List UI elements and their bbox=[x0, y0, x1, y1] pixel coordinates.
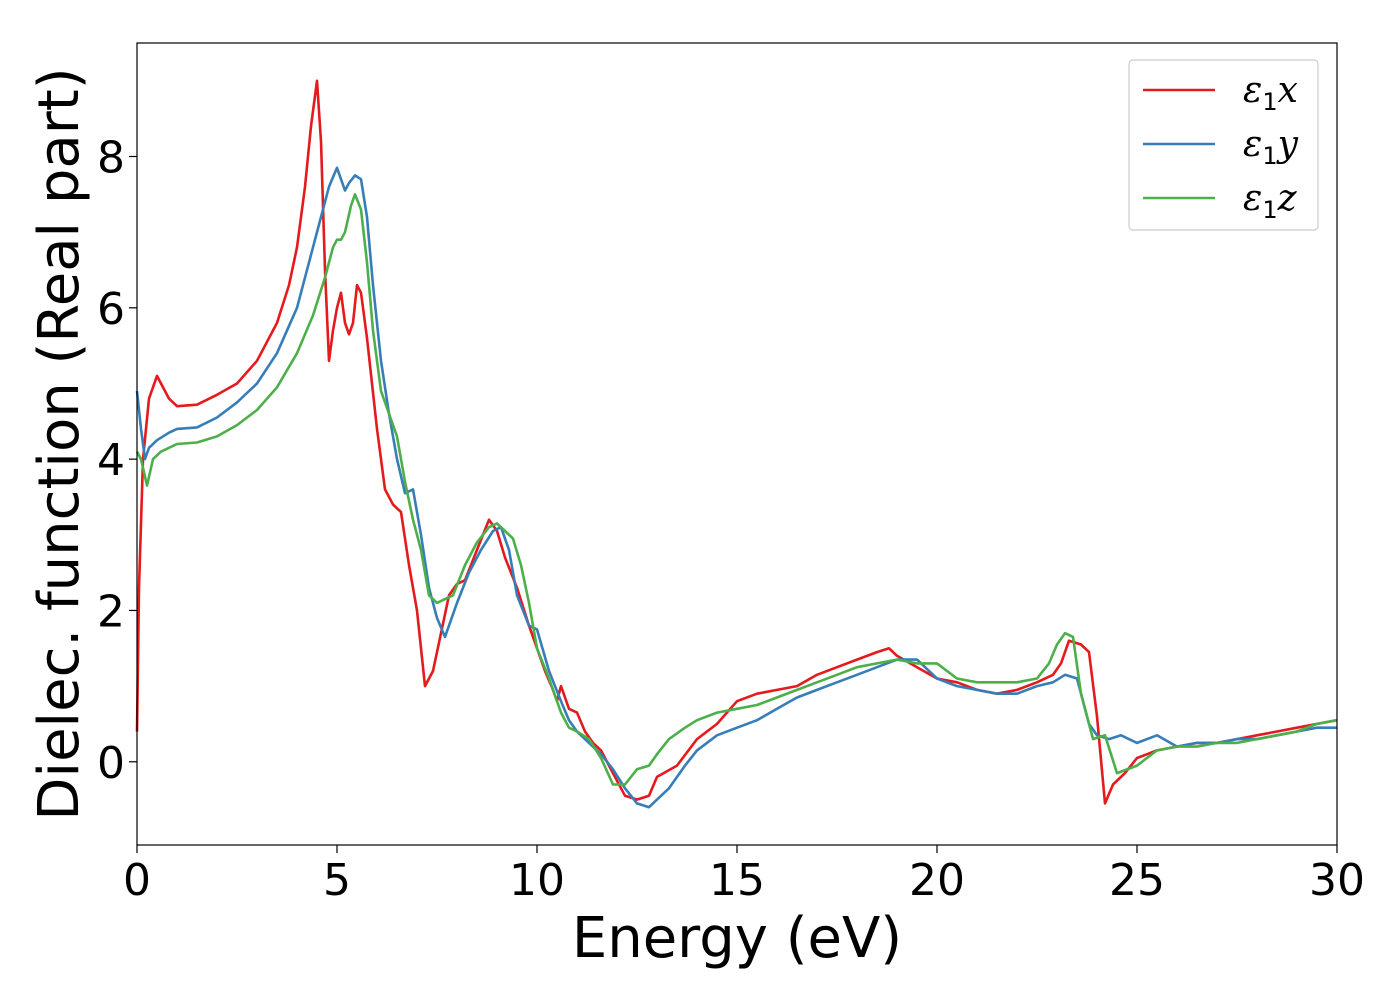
x-axis-title: Energy (eV) bbox=[572, 906, 902, 971]
x-tick-label: 25 bbox=[1109, 855, 1165, 906]
x-tick-label: 15 bbox=[709, 855, 765, 906]
x-tick-label: 0 bbox=[123, 855, 151, 906]
x-tick-label: 10 bbox=[509, 855, 565, 906]
y-tick-label: 4 bbox=[97, 435, 125, 486]
legend-label-x: ε1x bbox=[1243, 70, 1298, 116]
series-line-z bbox=[135, 193, 1338, 786]
series-line-x bbox=[135, 79, 1338, 805]
legend-label-z: ε1z bbox=[1243, 178, 1298, 224]
x-tick-label: 5 bbox=[323, 855, 351, 906]
y-tick-label: 0 bbox=[97, 738, 125, 789]
x-axis: 0 5 10 15 20 25 30 bbox=[123, 845, 1365, 906]
legend-label-y: ε1y bbox=[1243, 124, 1299, 170]
y-axis: 0 2 4 6 8 bbox=[97, 132, 137, 789]
series-layer bbox=[135, 79, 1338, 809]
x-tick-label: 20 bbox=[909, 855, 965, 906]
y-tick-label: 2 bbox=[97, 586, 125, 637]
legend-box bbox=[1128, 59, 1319, 231]
y-tick-label: 8 bbox=[97, 132, 125, 183]
y-tick-label: 6 bbox=[97, 284, 125, 335]
x-tick-label: 30 bbox=[1309, 855, 1365, 906]
legend: ε1x ε1y ε1z bbox=[1128, 59, 1319, 231]
y-axis-title: Dielec. function (Real part) bbox=[27, 67, 92, 820]
